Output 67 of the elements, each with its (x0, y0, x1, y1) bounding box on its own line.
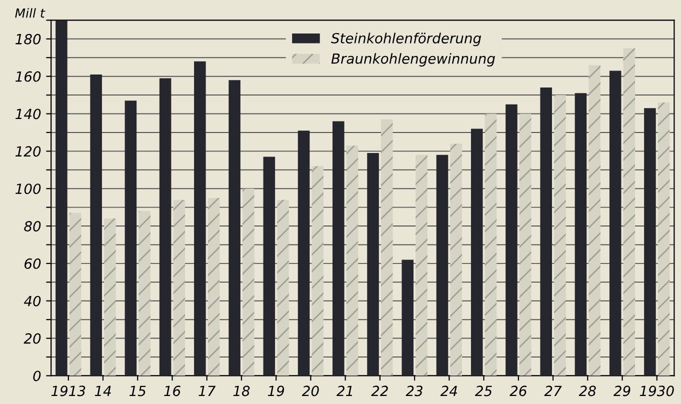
y-tick-label: 20 (24, 333, 41, 344)
x-tick-label: 26 (510, 386, 527, 396)
bar (346, 146, 358, 376)
bar (367, 153, 379, 376)
x-tick-label: 16 (164, 386, 180, 396)
x-tick-label: 20 (302, 386, 319, 396)
bar (104, 218, 116, 376)
y-tick-label: 140 (16, 108, 41, 120)
x-tick-label: 29 (613, 386, 630, 396)
x-tick-label: 27 (544, 386, 562, 396)
bar (228, 80, 240, 376)
y-tick-label: 40 (24, 296, 41, 306)
x-tick-label: 1930 (640, 386, 674, 396)
bar (380, 119, 393, 376)
bar (644, 108, 656, 376)
bar (242, 188, 254, 376)
x-tick-label: 22 (371, 386, 388, 396)
bar (450, 144, 462, 376)
bar (574, 93, 587, 376)
x-tick-label: 18 (233, 386, 250, 396)
y-tick-label: 0 (33, 370, 41, 382)
x-tick-label: 17 (198, 386, 216, 396)
bar (159, 78, 172, 376)
bar (263, 156, 276, 376)
bar (416, 154, 428, 376)
x-tick-label: 25 (475, 386, 492, 396)
bar (658, 102, 670, 376)
bar (609, 70, 622, 376)
y-tick-label: 160 (16, 71, 41, 82)
x-tick-label: 19 (268, 386, 284, 396)
bar (402, 260, 414, 376)
bar (436, 154, 448, 376)
legend-label: Steinkohlenförderung (331, 32, 482, 46)
y-axis-title: Mill t (15, 8, 46, 18)
bar (56, 20, 68, 376)
x-tick-label: 23 (406, 386, 422, 396)
bar (519, 114, 532, 376)
bar (69, 212, 82, 376)
bar (173, 200, 186, 376)
bar (588, 65, 600, 376)
legend-label: Braunkohlengewinnung (331, 53, 495, 67)
bar (90, 74, 102, 376)
bar (298, 130, 310, 376)
x-tick-label: 1913 (51, 386, 86, 396)
x-tick-label: 24 (440, 386, 458, 396)
y-tick-label: 100 (16, 184, 41, 194)
bar (506, 104, 518, 376)
x-tick-label: 21 (336, 386, 352, 396)
x-tick-label: 28 (578, 386, 596, 396)
bar (194, 61, 206, 376)
bar (470, 128, 483, 376)
y-tick-label: 60 (24, 258, 41, 269)
y-tick-label: 180 (16, 34, 41, 44)
y-tick-label: 120 (16, 146, 41, 157)
bar (312, 166, 324, 376)
bar (124, 100, 137, 376)
bar (138, 211, 150, 376)
x-tick-label: 14 (94, 386, 111, 396)
y-tick-label: 80 (24, 220, 41, 232)
bar (554, 95, 566, 376)
x-tick-label: 15 (129, 386, 146, 396)
bar (540, 88, 552, 376)
bar (277, 200, 289, 376)
bar (208, 198, 220, 376)
bar (484, 114, 497, 376)
bar (623, 48, 636, 376)
bar (332, 121, 344, 376)
